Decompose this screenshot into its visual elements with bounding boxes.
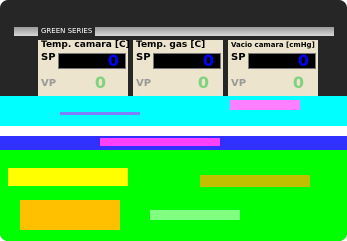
- noise-block: [230, 100, 300, 110]
- panel-title: Temp. gas [C]: [136, 40, 205, 50]
- page: {"header": {"title": "GREEN SERIES"}, "p…: [0, 0, 347, 241]
- sp-label: SP: [41, 52, 56, 63]
- sp-label: SP: [136, 52, 151, 63]
- hmi-screen: GREEN SERIES Temp. camara [C] SP 0 VP 0 …: [0, 0, 347, 241]
- vp-label: VP: [231, 78, 246, 89]
- vp-label: VP: [136, 78, 151, 89]
- sp-value: 0: [108, 51, 119, 70]
- sp-field[interactable]: 0: [153, 53, 221, 69]
- noise-block: [150, 210, 240, 220]
- noise-block: [8, 168, 128, 186]
- panel: Temp. gas [C] SP 0 VP 0: [133, 40, 223, 96]
- noise-block: [100, 138, 220, 146]
- panel-title: Temp. camara [C]: [41, 40, 130, 50]
- vp-value: 0: [95, 73, 106, 92]
- sp-field[interactable]: 0: [58, 53, 126, 69]
- noise-band: [0, 126, 347, 136]
- panel: Temp. camara [C] SP 0 VP 0: [38, 40, 128, 96]
- vp-value: 0: [198, 73, 209, 92]
- panel-title: Vacio camara [cmHg]: [231, 41, 315, 49]
- sp-value: 0: [203, 51, 214, 70]
- vp-label: VP: [41, 78, 56, 89]
- sp-value: 0: [298, 51, 309, 70]
- noise-line: [60, 112, 140, 115]
- noise-block: [200, 175, 310, 187]
- panel: Vacio camara [cmHg] SP 0 VP 0: [228, 40, 318, 96]
- series-title: GREEN SERIES: [38, 24, 95, 38]
- sp-field[interactable]: 0: [248, 53, 316, 69]
- sp-label: SP: [231, 52, 246, 63]
- body: GREEN SERIES Temp. camara [C] SP 0 VP 0 …: [0, 0, 347, 241]
- noise-block: [20, 200, 120, 230]
- vp-value: 0: [293, 73, 304, 92]
